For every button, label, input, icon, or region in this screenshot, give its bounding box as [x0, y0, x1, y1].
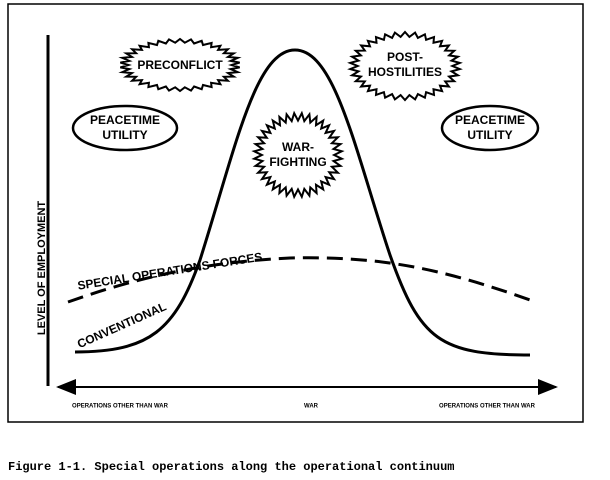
peacetime-ellipse	[440, 104, 540, 152]
peacetime-label: UTILITY	[467, 128, 512, 142]
preconflict-burst	[118, 37, 242, 93]
post-hostilities-label: HOSTILITIES	[368, 65, 442, 79]
x-label: OPERATIONS OTHER THAN WAR	[72, 404, 169, 410]
conventional-curve	[74, 48, 531, 357]
sof-label: SPECIAL OPERATIONS FORCES	[76, 250, 263, 293]
x-label: WAR	[304, 404, 319, 410]
war-fighting-label: WAR-	[282, 140, 314, 154]
sof-curve	[67, 256, 531, 304]
x-label: OPERATIONS OTHER THAN WAR	[439, 404, 536, 410]
preconflict-label: PRECONFLICT	[137, 58, 223, 72]
peacetime-ellipse	[71, 104, 179, 152]
peacetime-label: UTILITY	[102, 128, 147, 142]
y-axis-label: LEVEL OF EMPLOYMENT	[36, 201, 48, 336]
war-fighting-burst	[251, 110, 345, 200]
caption: Figure 1-1. Special operations along the…	[8, 460, 454, 474]
peacetime-label: PEACETIME	[90, 113, 160, 127]
war-fighting-label: FIGHTING	[269, 155, 326, 169]
frame	[7, 3, 584, 423]
post-hostilities-label: POST-	[387, 50, 423, 64]
peacetime-label: PEACETIME	[455, 113, 525, 127]
conventional-label: CONVENTIONAL	[75, 299, 168, 351]
post-hostilities-burst	[347, 30, 463, 102]
